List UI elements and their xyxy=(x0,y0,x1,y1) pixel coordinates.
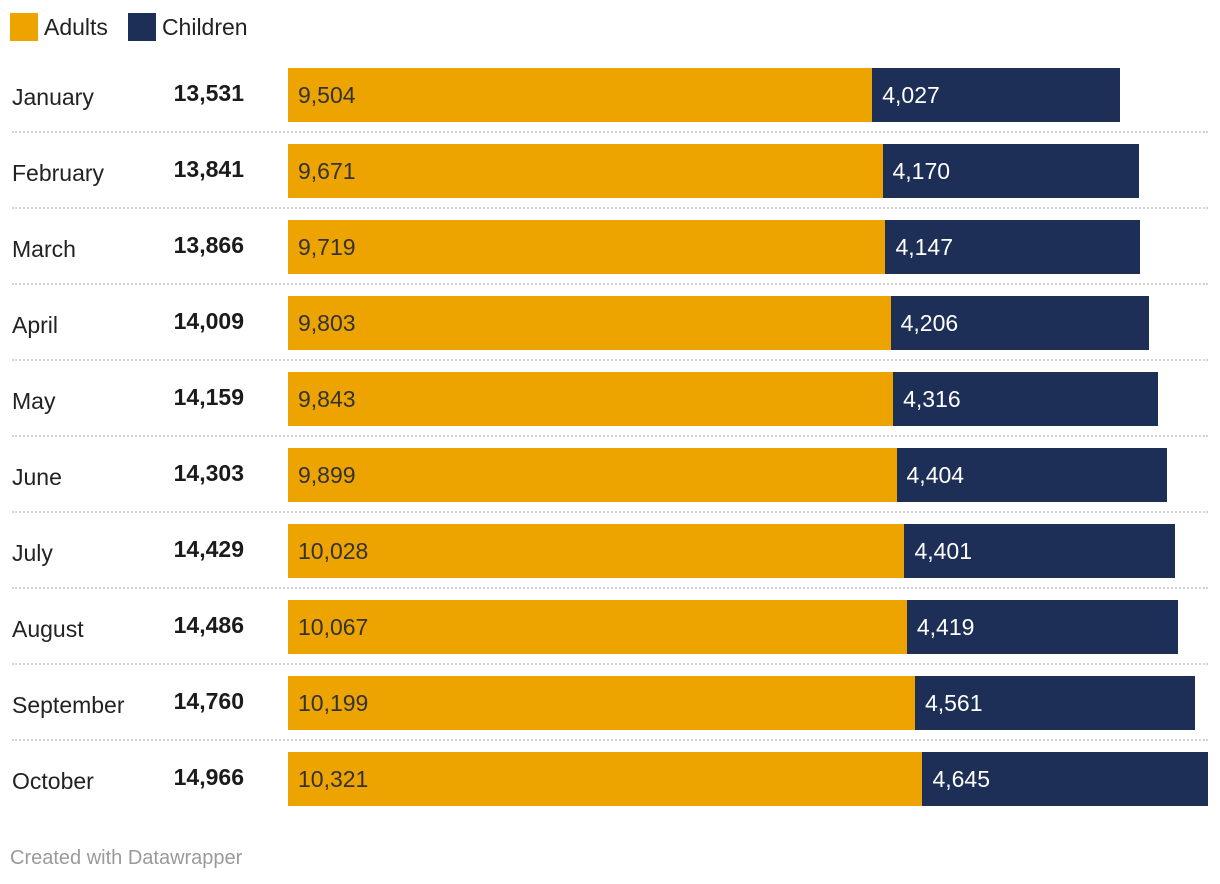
bar-value-label: 9,671 xyxy=(298,158,356,184)
chart-row-june: June 14,303 9,899 4,404 xyxy=(0,448,1220,524)
total-label: 14,159 xyxy=(173,384,244,410)
legend-swatch-adults xyxy=(10,13,38,41)
month-label: March xyxy=(12,236,76,262)
chart-row-january: January 13,531 9,504 4,027 xyxy=(0,68,1220,144)
month-label: February xyxy=(12,160,105,186)
bar-children: 4,404 xyxy=(896,448,1168,502)
bar-adults: 9,719 xyxy=(288,220,886,274)
bar-children: 4,147 xyxy=(885,220,1141,274)
bar-value-label: 4,147 xyxy=(895,234,953,260)
month-label: September xyxy=(12,692,125,718)
month-label: June xyxy=(12,464,62,490)
bar-value-label: 4,419 xyxy=(916,614,975,640)
month-label: October xyxy=(12,768,94,794)
bar-value-label: 4,206 xyxy=(900,310,959,336)
row-divider xyxy=(12,131,1208,133)
bar-children: 4,419 xyxy=(906,600,1179,654)
bar-adults: 9,843 xyxy=(288,372,894,426)
row-divider xyxy=(12,587,1208,589)
bar-value-label: 9,803 xyxy=(298,310,356,336)
row-divider xyxy=(12,283,1208,285)
bar-value-label: 4,027 xyxy=(882,82,940,108)
chart-row-september: September 14,760 10,199 4,561 xyxy=(0,676,1220,752)
total-label: 14,966 xyxy=(173,764,244,790)
bar-value-label: 10,028 xyxy=(298,538,369,564)
bar-adults: 9,671 xyxy=(288,144,883,198)
chart-row-august: August 14,486 10,067 4,419 xyxy=(0,600,1220,676)
chart-row-april: April 14,009 9,803 4,206 xyxy=(0,296,1220,372)
total-label: 14,486 xyxy=(173,612,244,638)
bar-value-label: 10,199 xyxy=(298,690,369,716)
legend-label-adults: Adults xyxy=(44,14,108,40)
legend-item-children: Children xyxy=(127,13,248,41)
bar-value-label: 9,504 xyxy=(298,82,356,108)
legend-item-adults: Adults xyxy=(10,13,108,41)
bar-value-label: 9,899 xyxy=(298,462,356,488)
bar-value-label: 4,316 xyxy=(903,386,961,412)
row-divider xyxy=(12,739,1208,741)
row-divider xyxy=(12,663,1208,665)
total-label: 14,429 xyxy=(173,536,244,562)
month-label: July xyxy=(12,540,53,566)
bar-adults: 9,803 xyxy=(288,296,891,350)
chart-row-may: May 14,159 9,843 4,316 xyxy=(0,372,1220,448)
legend-swatch-children xyxy=(127,13,156,41)
total-label: 13,841 xyxy=(173,156,244,182)
legend-label-children: Children xyxy=(161,14,248,40)
row-divider xyxy=(12,511,1208,513)
total-label: 13,866 xyxy=(173,232,244,258)
bar-children: 4,561 xyxy=(914,676,1196,730)
bar-children: 4,206 xyxy=(890,296,1150,350)
chart-row-july: July 14,429 10,028 4,401 xyxy=(0,524,1220,600)
bar-value-label: 4,645 xyxy=(932,766,991,792)
bar-value-label: 9,719 xyxy=(298,234,356,260)
bar-value-label: 10,067 xyxy=(298,614,369,640)
bar-adults: 10,199 xyxy=(288,676,915,730)
bar-adults: 10,028 xyxy=(288,524,905,578)
row-divider xyxy=(12,207,1208,209)
chart-legend: Adults Children xyxy=(10,12,268,42)
footer-credit: Created with Datawrapper xyxy=(10,847,243,869)
bar-children: 4,401 xyxy=(904,524,1175,578)
bar-children: 4,170 xyxy=(882,144,1139,198)
chart-row-february: February 13,841 9,671 4,170 xyxy=(0,144,1220,220)
total-label: 14,303 xyxy=(173,460,244,486)
bar-value-label: 4,401 xyxy=(914,538,972,564)
chart-row-october: October 14,966 10,321 4,645 xyxy=(0,752,1220,828)
bar-value-label: 4,170 xyxy=(892,158,951,184)
bar-value-label: 10,321 xyxy=(298,766,369,792)
bar-adults: 10,321 xyxy=(288,752,923,806)
month-label: May xyxy=(12,388,56,414)
month-label: August xyxy=(12,616,84,642)
bar-value-label: 9,843 xyxy=(298,386,356,412)
month-label: April xyxy=(12,312,59,338)
bar-children: 4,645 xyxy=(922,752,1208,806)
bar-children: 4,316 xyxy=(893,372,1159,426)
row-divider xyxy=(12,435,1208,437)
chart-row-march: March 13,866 9,719 4,147 xyxy=(0,220,1220,296)
total-label: 14,760 xyxy=(173,688,244,714)
row-divider xyxy=(12,359,1208,361)
month-label: January xyxy=(12,84,94,110)
bar-adults: 10,067 xyxy=(288,600,907,654)
bar-adults: 9,504 xyxy=(288,68,873,122)
bar-adults: 9,899 xyxy=(288,448,897,502)
bar-children: 4,027 xyxy=(872,68,1120,122)
bar-value-label: 4,404 xyxy=(906,462,965,488)
total-label: 14,009 xyxy=(173,308,244,334)
total-label: 13,531 xyxy=(173,80,244,106)
bar-value-label: 4,561 xyxy=(924,690,983,716)
